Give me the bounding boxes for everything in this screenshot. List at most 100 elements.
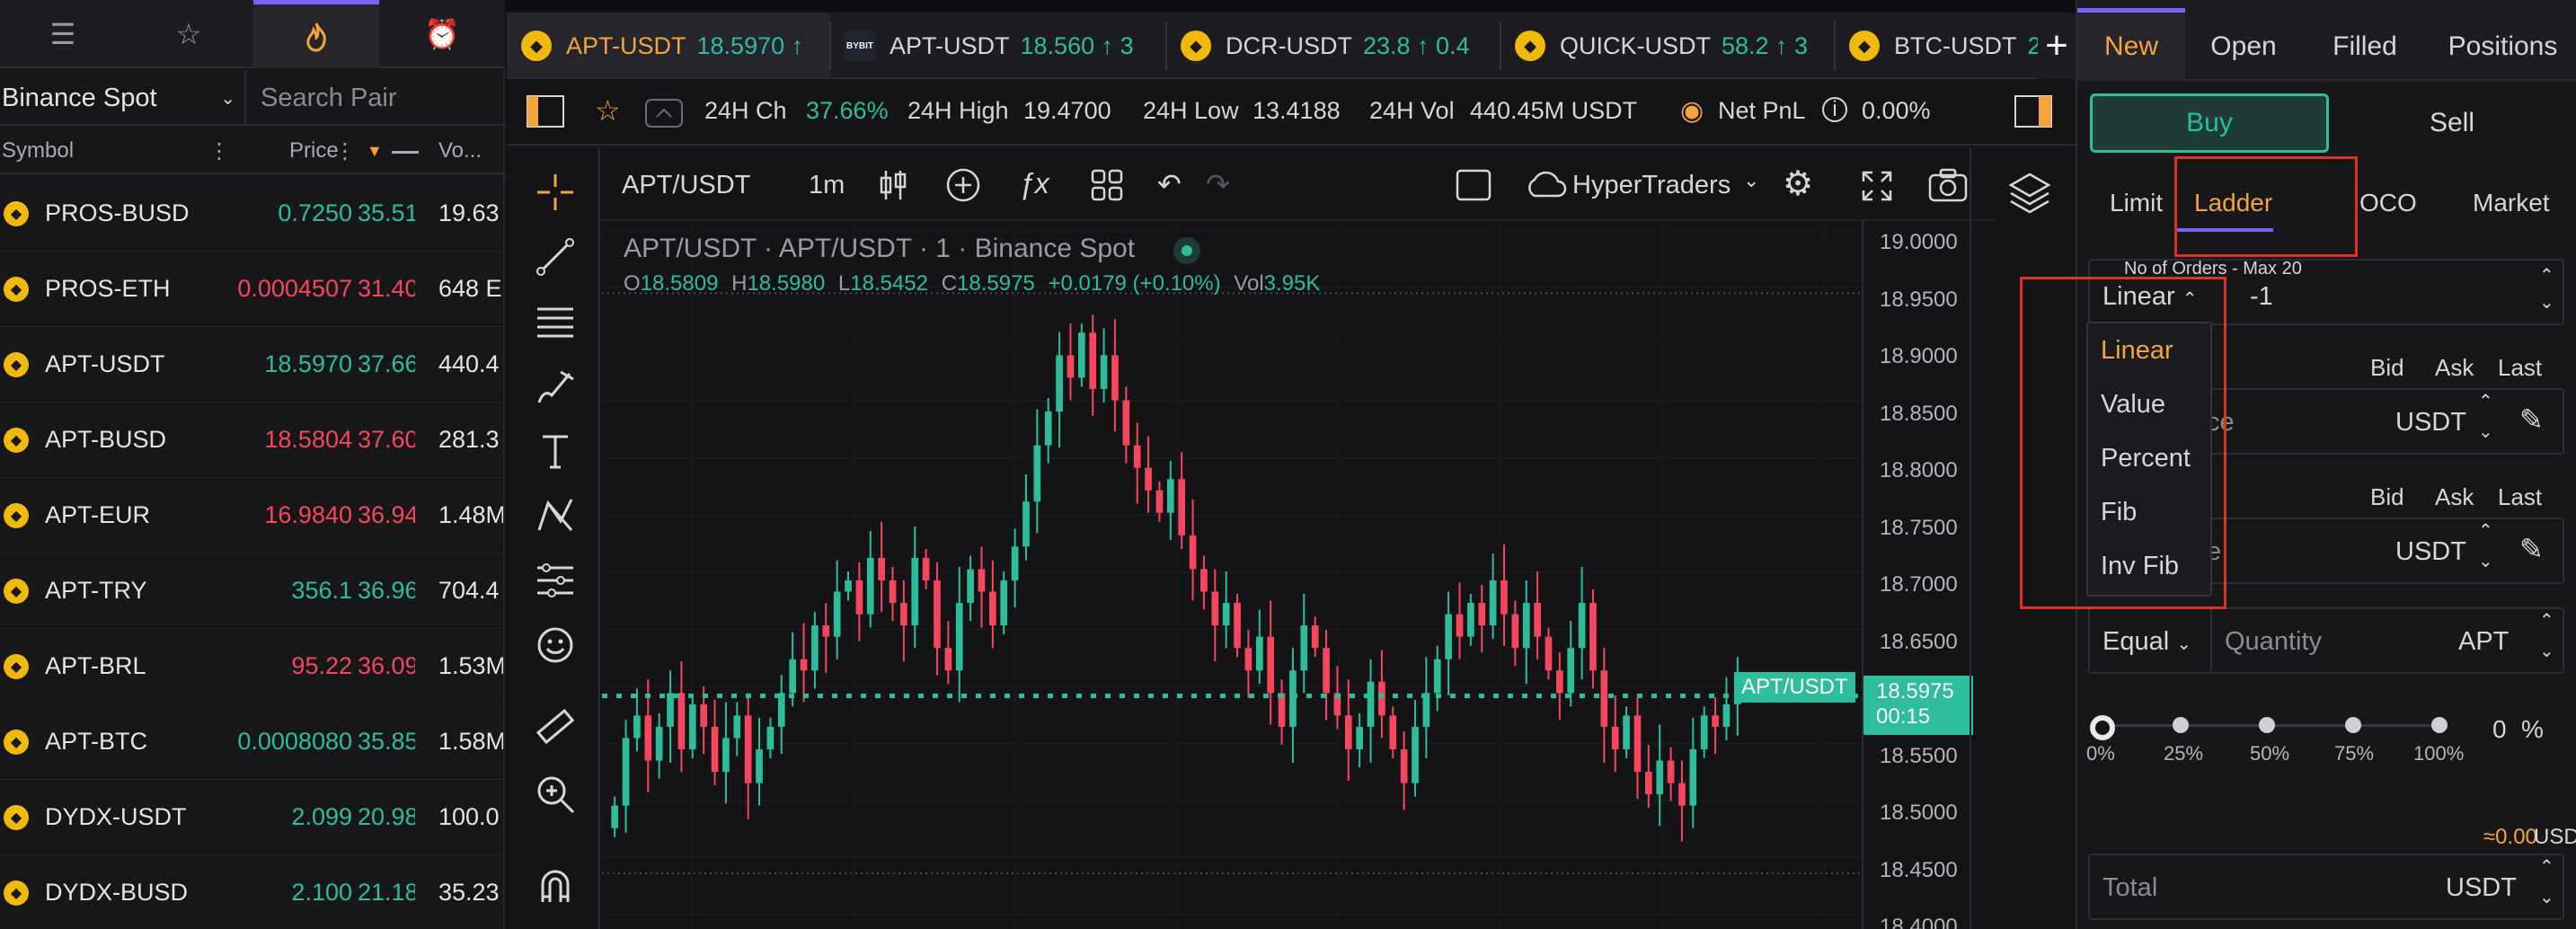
decrement-icon[interactable]: ⌄ — [2478, 552, 2493, 571]
order-type-market[interactable]: Market — [2473, 189, 2550, 217]
decrement-icon[interactable]: ⌄ — [2539, 888, 2554, 907]
eyedropper-icon[interactable]: ✎ — [2519, 403, 2544, 436]
flame-icon[interactable] — [253, 0, 379, 68]
price-source-ask[interactable]: Ask — [2435, 483, 2474, 510]
emoji-icon[interactable] — [534, 624, 577, 667]
star-icon[interactable]: ☆ — [175, 18, 202, 50]
chart-symbol[interactable]: APT/USDT — [622, 171, 751, 199]
symbol-tab[interactable]: ◆ DCR-USDT 23.8 ↑ 0.4 — [1166, 13, 1500, 77]
decrement-icon[interactable]: ⌄ — [2539, 293, 2554, 313]
ladder-option-percent[interactable]: Percent — [2101, 444, 2191, 473]
increment-icon[interactable]: ⌃ — [2478, 392, 2493, 411]
market-row[interactable]: ◆ DYDX-BUSD 2.100 21.18 35.23 — [0, 855, 503, 929]
candle-type-icon[interactable] — [877, 167, 909, 203]
slider-percent-value[interactable]: 0 — [2492, 715, 2507, 743]
market-row[interactable]: ◆ APT-BTC 0.0008080 35.85 1.58M — [0, 704, 503, 780]
orders-count-value[interactable]: -1 — [2250, 282, 2273, 311]
order-type-ladder[interactable]: Ladder — [2194, 189, 2273, 217]
eye-icon[interactable]: ◉ — [1680, 96, 1704, 126]
slider-handle[interactable] — [2090, 715, 2115, 740]
compare-add-icon[interactable] — [945, 167, 981, 203]
gear-icon[interactable]: ⚙ — [1783, 165, 1814, 203]
price-axis[interactable]: 18.400018.450018.500018.550018.600018.65… — [1862, 221, 1973, 929]
interval-button[interactable]: 1m — [809, 171, 845, 199]
column-menu-icon[interactable]: ⋮ — [334, 139, 356, 164]
exchange-select[interactable]: Binance Spot ⌄ — [0, 70, 246, 126]
zoom-in-icon[interactable] — [534, 773, 577, 816]
column-menu-icon[interactable]: ⋮ — [208, 139, 230, 164]
slider-stop-50[interactable] — [2259, 717, 2275, 733]
crosshair-icon[interactable] — [534, 171, 577, 214]
market-row[interactable]: ◆ PROS-BUSD 0.7250 35.51 19.63 — [0, 176, 503, 252]
decrement-icon[interactable]: ⌄ — [2478, 422, 2493, 442]
eyedropper-icon[interactable]: ✎ — [2519, 533, 2544, 565]
panel-toggle-icon[interactable] — [2014, 95, 2052, 128]
market-row[interactable]: ◆ APT-BRL 95.22 36.09 1.53M — [0, 629, 503, 704]
symbol-tab[interactable]: ◆ QUICK-USDT 58.2 ↑ 3 — [1500, 13, 1835, 77]
ladder-option-inv-fib[interactable]: Inv Fib — [2101, 552, 2180, 580]
volume-column-header[interactable]: Vo... — [438, 138, 482, 163]
order-type-oco[interactable]: OCO — [2359, 189, 2417, 217]
slider-stop-75[interactable] — [2345, 717, 2361, 733]
ladder-option-fib[interactable]: Fib — [2101, 498, 2138, 526]
price-source-ask[interactable]: Ask — [2435, 354, 2474, 381]
symbol-column-header[interactable]: Symbol — [2, 138, 75, 163]
tab-filled[interactable]: Filled — [2333, 31, 2397, 61]
layers-icon[interactable] — [2007, 171, 2052, 216]
add-tab-button[interactable]: + — [2038, 13, 2076, 79]
favorite-star-icon[interactable]: ☆ — [595, 94, 621, 127]
candlestick-plot[interactable] — [602, 221, 1862, 929]
change-column-header[interactable] — [392, 151, 419, 154]
magnet-icon[interactable] — [534, 866, 577, 909]
price-source-last[interactable]: Last — [2498, 483, 2543, 510]
brush-icon[interactable] — [534, 365, 577, 408]
start-price-field[interactable]: ce USDT ⌃ ⌄ ✎ — [2088, 388, 2564, 455]
hypertraders-label[interactable]: HyperTraders — [1572, 171, 1731, 199]
templates-icon[interactable] — [1091, 169, 1123, 201]
increment-icon[interactable]: ⌃ — [2539, 266, 2554, 286]
pattern-icon[interactable] — [534, 494, 577, 537]
fullscreen-box-icon[interactable] — [1456, 169, 1492, 201]
tab-open[interactable]: Open — [2210, 31, 2277, 61]
price-source-bid[interactable]: Bid — [2370, 354, 2404, 381]
redo-icon[interactable]: ↷ — [1206, 168, 1230, 200]
slider-stop-100[interactable] — [2431, 717, 2448, 733]
ladder-option-linear[interactable]: Linear — [2101, 336, 2173, 365]
price-source-bid[interactable]: Bid — [2370, 483, 2404, 510]
info-icon[interactable]: i — [1822, 97, 1847, 122]
camera-icon[interactable] — [1928, 167, 1968, 203]
decrement-icon[interactable]: ⌄ — [2539, 641, 2554, 661]
broadcast-icon[interactable] — [645, 99, 683, 128]
chevron-down-icon[interactable]: ⌄ — [1743, 169, 1760, 191]
quantity-mode-select[interactable]: Equal ⌄ — [2102, 627, 2191, 657]
text-tool-icon[interactable] — [534, 429, 577, 473]
market-row[interactable]: ◆ APT-TRY 356.1 36.96 704.4 — [0, 553, 503, 629]
market-row[interactable]: ◆ APT-BUSD 18.5804 37.60 281.3 — [0, 403, 503, 478]
total-field[interactable]: Total USDT ⌃ ⌄ — [2088, 854, 2564, 920]
tab-new[interactable]: New — [2077, 8, 2185, 81]
buy-button[interactable]: Buy — [2090, 93, 2329, 153]
quantity-field[interactable]: Equal ⌄ Quantity APT ⌃ ⌄ — [2088, 607, 2564, 674]
sort-desc-icon[interactable]: ▼ — [367, 142, 383, 160]
sell-button[interactable]: Sell — [2429, 108, 2475, 137]
increment-icon[interactable]: ⌃ — [2478, 521, 2493, 541]
price-chart[interactable]: APT/USDT · APT/USDT · 1 · Binance Spot O… — [602, 221, 1862, 929]
market-row[interactable]: ◆ PROS-ETH 0.0004507 31.40 648 E — [0, 252, 503, 327]
end-price-field[interactable]: e USDT ⌃ ⌄ ✎ — [2088, 518, 2564, 584]
fib-levels-icon[interactable] — [534, 300, 577, 343]
indicators-icon[interactable]: ƒx — [1019, 167, 1049, 199]
market-row[interactable]: ◆ APT-USDT 18.5970 37.66 440.4 — [0, 327, 503, 403]
prediction-icon[interactable] — [534, 559, 577, 602]
orders-count-field[interactable]: No of Orders - Max 20 Linear ⌃ -1 ⌃ ⌄ — [2088, 259, 2564, 325]
ladder-mode-select[interactable]: Linear ⌃ — [2102, 282, 2197, 312]
layout-toggle-icon[interactable] — [527, 95, 564, 128]
price-column-header[interactable]: Price — [289, 138, 339, 163]
alarm-icon[interactable]: ⏰ — [424, 18, 460, 50]
market-row[interactable]: ◆ APT-EUR 16.9840 36.94 1.48M — [0, 478, 503, 553]
order-type-limit[interactable]: Limit — [2110, 189, 2164, 217]
ruler-icon[interactable] — [534, 706, 577, 749]
undo-icon[interactable]: ↶ — [1157, 168, 1182, 200]
expand-icon[interactable] — [1860, 169, 1894, 203]
symbol-tab[interactable]: ◆ APT-USDT 18.5970 ↑ — [507, 13, 830, 77]
tab-positions[interactable]: Positions — [2448, 31, 2558, 61]
